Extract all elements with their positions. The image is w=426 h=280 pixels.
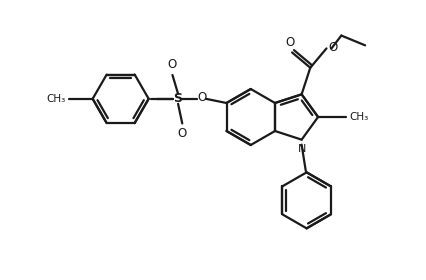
Text: CH₃: CH₃: [349, 112, 368, 122]
Text: O: O: [178, 127, 187, 141]
Text: O: O: [168, 58, 177, 71]
Text: S: S: [173, 92, 183, 105]
Text: O: O: [197, 91, 207, 104]
Text: O: O: [328, 41, 338, 54]
Text: O: O: [285, 36, 295, 49]
Text: CH₃: CH₃: [46, 94, 66, 104]
Text: N: N: [297, 144, 306, 154]
